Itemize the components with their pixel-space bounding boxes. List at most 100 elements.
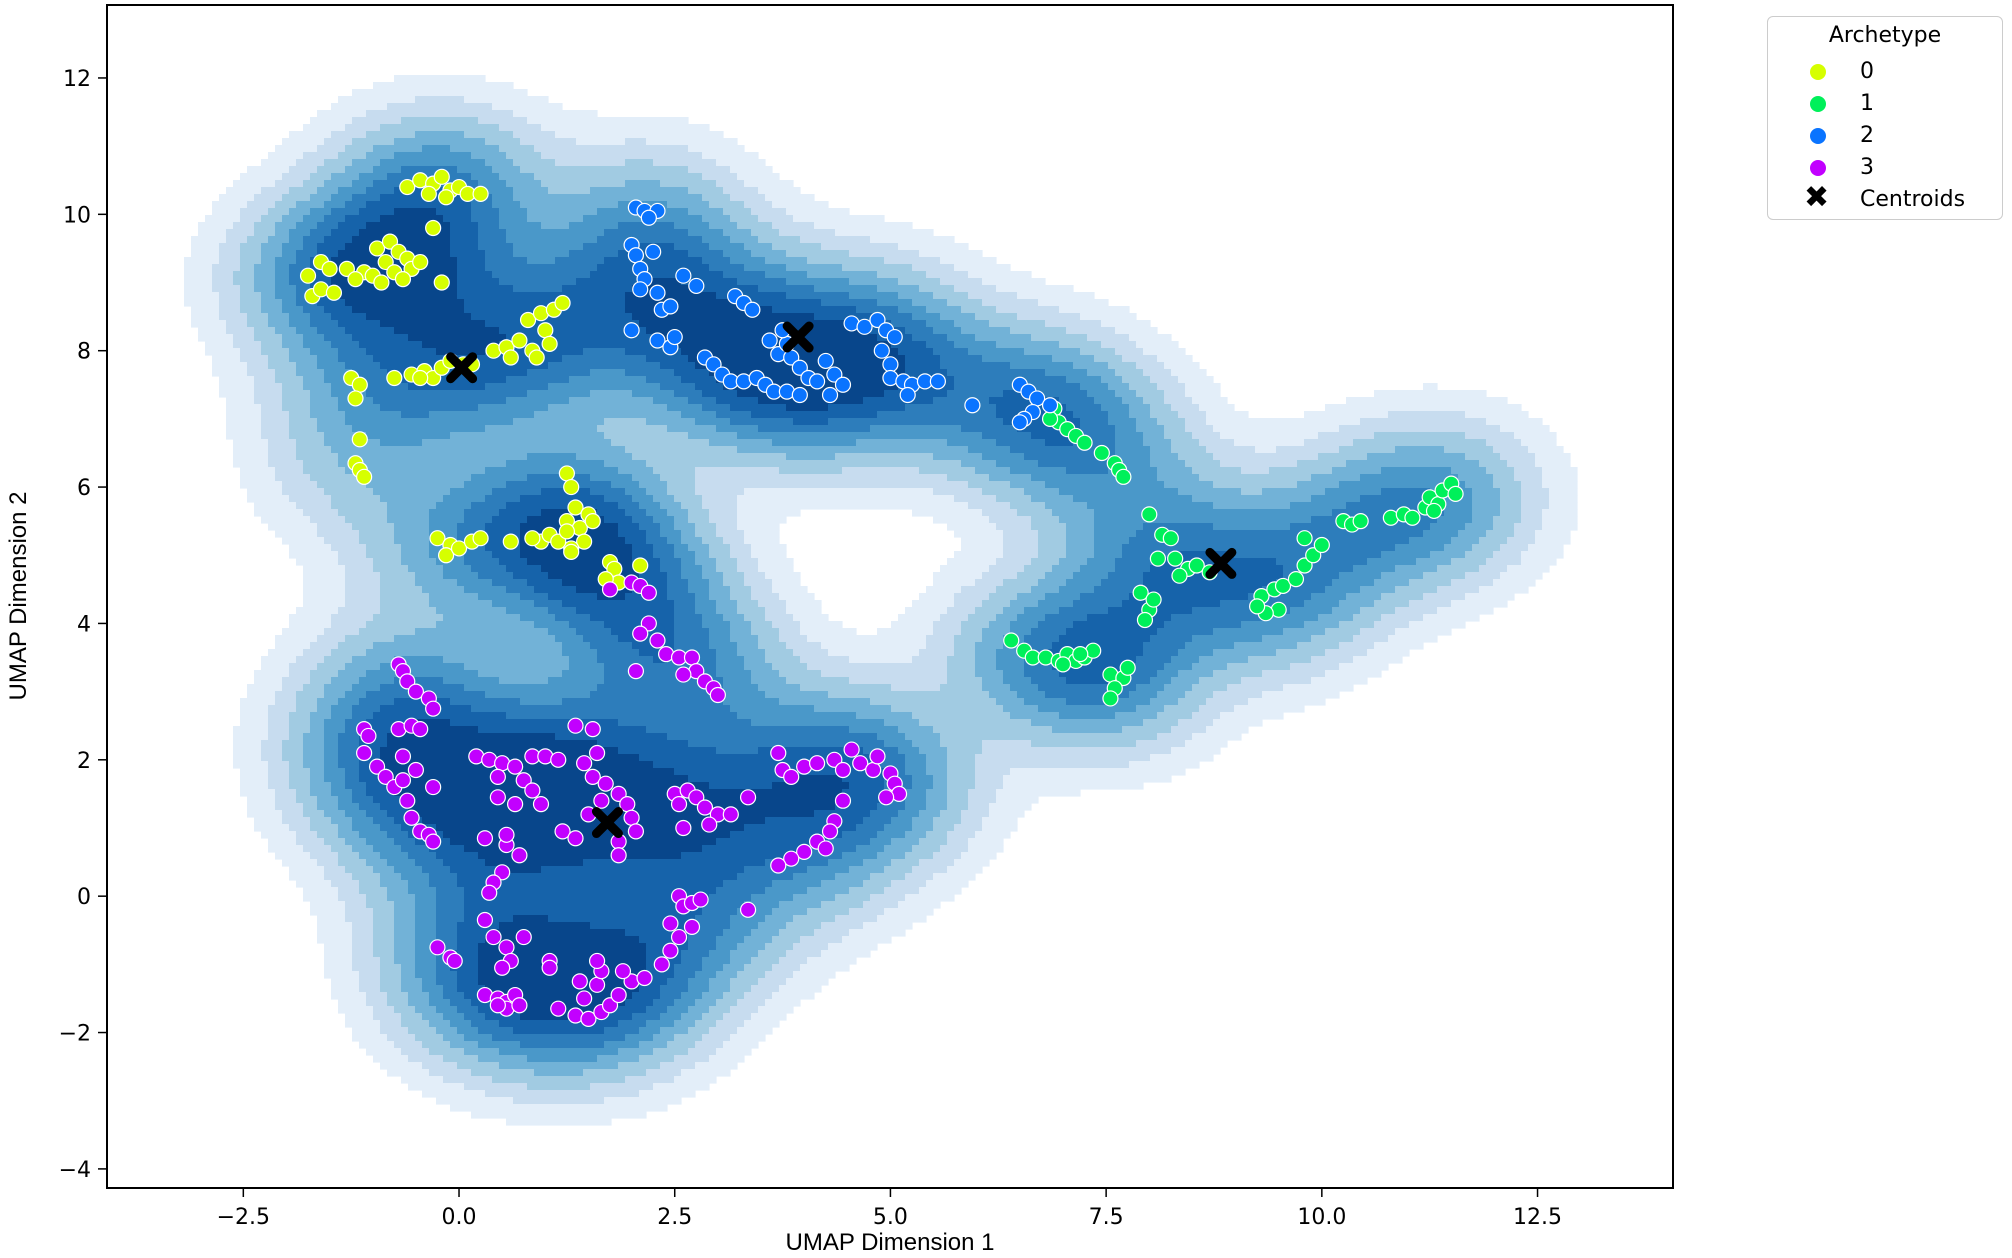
data-point-archetype-3 [356,744,373,762]
data-point-archetype-3 [481,884,498,901]
data-point-archetype-3 [584,768,601,785]
data-point-archetype-2 [929,373,946,390]
data-point-archetype-3 [627,663,645,680]
data-point-archetype-1 [1119,659,1136,676]
data-point-archetype-0 [433,168,450,185]
x-marker-icon: ✖ [1804,180,1830,215]
data-point-archetype-3 [610,986,627,1004]
data-point-archetype-2 [817,352,834,370]
data-point-archetype-3 [407,761,424,779]
data-point-archetype-3 [739,901,757,918]
x-tick-label: 0.0 [442,1205,477,1230]
data-point-archetype-3 [649,632,666,649]
data-point-archetype-3 [489,768,506,785]
x-tick-label: 5.0 [873,1205,908,1230]
data-point-archetype-3 [588,976,606,993]
data-point-archetype-3 [739,789,757,806]
circle-marker-icon [1810,64,1826,80]
data-point-archetype-1 [1305,547,1322,564]
data-point-archetype-3 [683,649,701,666]
data-point-archetype-0 [472,530,489,547]
data-point-archetype-3 [524,782,541,799]
data-point-archetype-0 [412,253,429,271]
legend-label: Centroids [1860,187,1966,212]
data-point-archetype-3 [826,751,843,768]
y-tick-label: 10 [63,203,91,228]
data-point-archetype-0 [524,530,541,547]
data-point-archetype-3 [399,673,416,690]
data-point-archetype-3 [550,1000,567,1017]
data-point-archetype-0 [563,543,580,560]
data-point-archetype-0 [338,260,355,277]
data-point-archetype-3 [670,928,688,946]
legend: Archetype 0 1 2 3 ✖ Centroids [1767,16,2003,220]
data-point-archetype-0 [519,311,537,329]
circle-marker-icon [1810,96,1826,112]
data-point-archetype-3 [670,796,688,813]
data-point-archetype-3 [360,727,377,745]
data-point-archetype-3 [588,744,606,762]
data-point-archetype-3 [696,799,714,816]
data-point-archetype-2 [666,328,683,346]
data-point-archetype-3 [394,772,412,789]
data-point-archetype-3 [588,952,606,970]
legend-entry-archetype-1: 1 [1768,89,2002,119]
data-point-archetype-3 [511,847,528,864]
data-point-archetype-2 [761,332,778,349]
data-point-archetype-3 [580,1010,597,1028]
data-point-archetype-0 [325,284,343,301]
data-point-archetype-3 [834,761,852,779]
data-point-archetype-3 [878,789,895,806]
data-point-archetype-3 [821,823,839,840]
data-point-archetype-2 [640,209,657,226]
data-point-archetype-0 [541,335,558,352]
data-point-archetype-1 [1072,646,1089,663]
data-point-archetype-3 [485,928,502,946]
data-point-archetype-1 [1076,434,1093,451]
data-point-archetype-3 [640,584,657,601]
scatter-points [299,168,1464,1028]
data-point-archetype-2 [632,281,649,298]
data-point-archetype-3 [429,939,446,956]
data-point-archetype-3 [770,744,787,762]
centroid-x-marker-icon [1205,547,1237,579]
data-point-archetype-2 [873,342,890,359]
data-point-archetype-3 [576,990,593,1007]
data-point-archetype-2 [882,356,899,373]
data-point-archetype-3 [394,748,412,765]
data-point-archetype-2 [645,243,662,260]
data-point-archetype-3 [770,857,787,874]
data-point-archetype-3 [627,823,645,840]
data-point-archetype-2 [1041,397,1059,414]
y-axis-label: UMAP Dimension 2 [5,492,32,701]
data-point-archetype-2 [826,366,843,383]
data-point-archetype-2 [649,284,666,301]
y-axis-ticks: −4 −2 0 2 4 6 8 10 12 [59,67,107,1183]
legend-entry-archetype-3: 3 [1768,153,2002,183]
data-point-archetype-0 [368,240,386,257]
data-point-archetype-3 [614,963,632,980]
legend-label: 2 [1860,123,1874,148]
data-point-archetype-3 [554,823,571,840]
legend-entry-archetype-2: 2 [1768,121,2002,151]
data-point-archetype-2 [899,386,916,404]
data-point-archetype-3 [808,755,826,772]
x-axis-ticks: −2.5 0.0 2.5 5.0 7.5 10.0 12.5 [217,1188,1562,1230]
data-point-archetype-1 [1149,550,1167,567]
data-point-archetype-3 [593,792,610,809]
data-point-archetype-1 [1287,571,1305,588]
data-point-archetype-2 [627,247,645,264]
data-point-archetype-1 [1249,598,1266,615]
data-point-archetype-3 [783,768,800,785]
data-point-archetype-3 [869,748,886,765]
y-tick-label: 6 [77,476,91,501]
data-point-archetype-1 [1054,656,1072,673]
data-point-archetype-3 [515,772,532,789]
data-point-archetype-0 [563,478,580,496]
data-point-archetype-3 [494,959,511,976]
data-point-archetype-3 [597,775,614,792]
data-point-archetype-2 [1011,414,1028,431]
x-tick-label: 12.5 [1513,1205,1562,1230]
data-point-archetype-1 [1352,513,1369,530]
